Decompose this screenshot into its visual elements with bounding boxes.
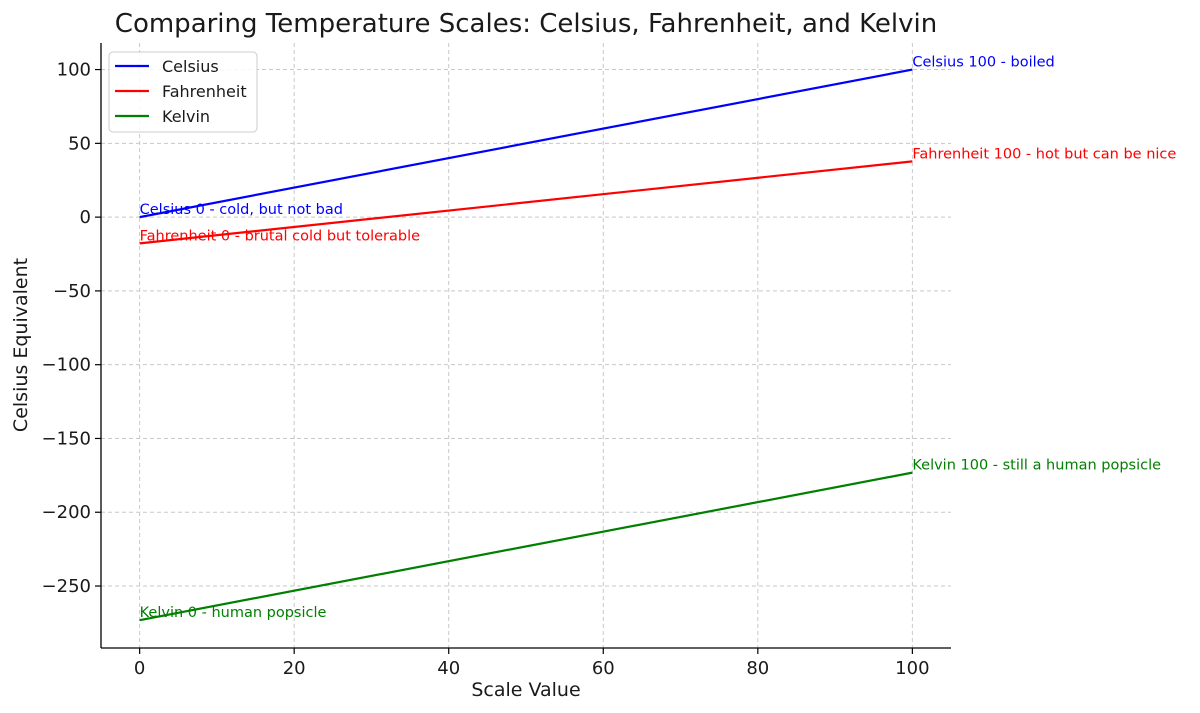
legend-label: Kelvin: [162, 107, 210, 126]
x-tick-label: 80: [746, 658, 769, 679]
annotation: Kelvin 0 - human popsicle: [140, 605, 327, 621]
chart-title: Comparing Temperature Scales: Celsius, F…: [115, 9, 937, 39]
y-tick-label: −200: [42, 502, 91, 523]
legend-label: Fahrenheit: [162, 82, 247, 101]
x-tick-label: 60: [592, 658, 615, 679]
annotation: Fahrenheit 100 - hot but can be nice: [912, 146, 1176, 162]
x-tick-label: 20: [283, 658, 306, 679]
y-tick-label: −250: [42, 576, 91, 597]
y-tick-label: 0: [80, 207, 91, 228]
x-tick-label: 0: [134, 658, 145, 679]
y-tick-label: −50: [53, 281, 91, 302]
annotation: Fahrenheit 0 - brutal cold but tolerable: [140, 228, 420, 244]
series-lines: [139, 68, 913, 622]
y-axis-label: Celsius Equivalent: [10, 258, 32, 432]
annotation: Celsius 100 - boiled: [912, 55, 1054, 71]
legend-label: Celsius: [162, 57, 219, 76]
x-tick-label: 100: [895, 658, 929, 679]
legend-box: [108, 51, 258, 133]
annotations: Celsius 0 - cold, but not bad Celsius 100…: [140, 55, 1177, 622]
x-tick-label: 40: [437, 658, 460, 679]
axes: 0 20 40 60 80 100 100 50 0 −50 −100 −150 −200 −250: [42, 43, 951, 679]
series-line-celsius: [139, 68, 913, 219]
annotation: Celsius 0 - cold, but not bad: [140, 202, 343, 218]
y-tick-label: −150: [42, 428, 91, 449]
y-tick-label: 50: [68, 133, 91, 154]
grid: [101, 43, 951, 648]
y-tick-label: 100: [57, 60, 91, 81]
series-line-kelvin: [139, 471, 913, 622]
annotation: Kelvin 100 - still a human popsicle: [912, 458, 1161, 474]
y-tick-label: −100: [42, 355, 91, 376]
legend: Celsius Fahrenheit Kelvin: [108, 51, 258, 133]
x-axis-label: Scale Value: [471, 679, 580, 701]
series-line-fahrenheit: [139, 160, 913, 245]
